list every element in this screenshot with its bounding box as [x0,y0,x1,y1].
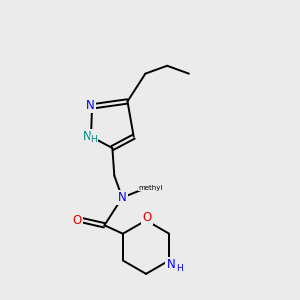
Text: N: N [118,191,127,204]
Text: O: O [72,214,81,227]
Text: methyl: methyl [139,184,163,190]
Text: H: H [176,264,182,273]
Text: O: O [142,211,152,224]
Text: N: N [86,99,94,112]
Text: N: N [167,258,176,271]
Text: H: H [91,135,97,144]
Text: N: N [83,130,92,143]
